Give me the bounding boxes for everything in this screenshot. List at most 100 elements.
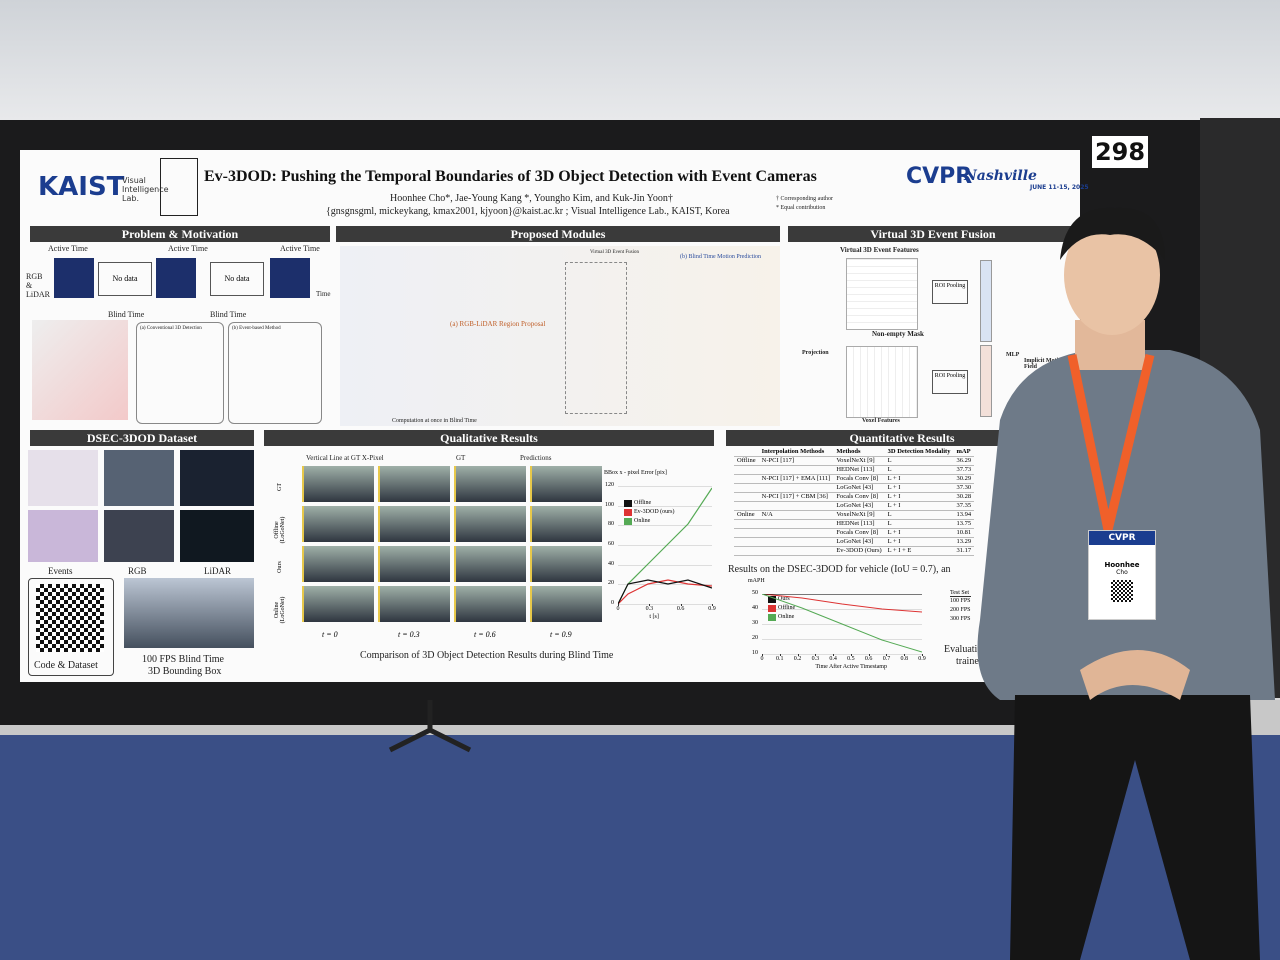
- cell: L + I: [884, 474, 954, 484]
- y-tick-label: 60: [608, 541, 614, 547]
- feature-stack: [980, 260, 992, 342]
- time-label: t = 0: [322, 630, 338, 639]
- header-row: Interpolation Methods Methods 3D Detection…: [734, 448, 975, 457]
- section-title: Quantitative Results: [726, 430, 1078, 446]
- x-tick-label: 0.3: [811, 656, 820, 662]
- frame: [454, 586, 526, 622]
- fps-table: Test Set 100 FPS 200 FPS 300 FPS: [950, 590, 971, 624]
- grid-line: [618, 486, 712, 487]
- grid-line: [618, 505, 712, 507]
- cell: 13.29: [953, 537, 975, 547]
- cell: [734, 546, 759, 556]
- conference-place: Nashville: [964, 168, 1037, 184]
- frame: [530, 506, 602, 542]
- tick: [712, 604, 713, 606]
- y-tick-label: 30: [752, 620, 758, 626]
- note: * Equal contribution: [776, 205, 826, 211]
- cell: [734, 492, 759, 502]
- grid-line: [762, 639, 922, 640]
- curves: [762, 594, 922, 653]
- label: (b) Event-based Method: [232, 326, 281, 331]
- lab-logo: [160, 158, 198, 216]
- frame: [530, 586, 602, 622]
- section-title: DSEC-3DOD Dataset: [30, 430, 254, 446]
- affiliation: {gnsgnsgml, mickeykang, kmax2001, kjyoon…: [326, 206, 730, 217]
- y-tick-label: 10: [752, 650, 758, 656]
- time-label: t = 0.9: [550, 630, 572, 639]
- row: Online N/A VoxelNeXt [9] L 13.94: [734, 510, 975, 520]
- header-cell: 3D Detection Modality: [884, 448, 954, 457]
- x-tick-label: 0.8: [900, 656, 908, 662]
- conference-date: JUNE 11-15, 2025: [1030, 184, 1089, 191]
- logo: KAIST: [38, 172, 125, 202]
- tick: [649, 604, 651, 606]
- sensor-image: [270, 258, 310, 298]
- cell: 13.94: [953, 510, 975, 520]
- frame: [454, 466, 526, 502]
- results-table: Interpolation Methods Methods 3D Detection…: [734, 448, 975, 556]
- cell: [758, 546, 834, 556]
- grid-figure: [846, 258, 918, 330]
- row: HEDNet [113] L 37.73: [734, 465, 975, 475]
- x-tick-label: 0.5: [847, 656, 855, 662]
- cell: 10.81: [953, 528, 975, 538]
- cell: Online: [734, 510, 759, 520]
- cell: [734, 537, 759, 547]
- row: HEDNet [113] L 13.75: [734, 519, 975, 529]
- x-tick-label: 0.9: [918, 656, 926, 662]
- label: LiDAR: [204, 566, 231, 576]
- label: Virtual 3D Event Features: [840, 246, 919, 254]
- cell: L: [884, 456, 954, 466]
- x-tick-label: 0: [760, 656, 764, 662]
- x-tick-label: 0.2: [793, 656, 802, 662]
- label: Non-empty Mask: [872, 330, 924, 338]
- x-tick-label: 0.7: [882, 656, 891, 662]
- row-label: GT: [277, 483, 283, 491]
- caption: Comparison of 3D Object Detection Result…: [360, 650, 614, 661]
- tick: [868, 654, 870, 656]
- row: LoGoNet [43] L + I 37.30: [734, 483, 975, 493]
- qr-frame: [28, 578, 114, 676]
- tick: [779, 654, 781, 656]
- cell: Ev-3DOD (Ours): [833, 546, 885, 556]
- label: Active Time: [48, 244, 88, 253]
- frame: [302, 506, 374, 542]
- cell: L + I + E: [884, 546, 954, 556]
- header-cell: Test Set: [950, 590, 971, 597]
- block: ROI Pooling: [932, 280, 968, 304]
- caption: 100 FPS Blind Time: [142, 654, 224, 665]
- cell: [734, 519, 759, 529]
- cell: 300 FPS: [950, 616, 971, 622]
- label: (b) Blind Time Motion Prediction: [680, 254, 762, 260]
- event-image: [28, 510, 98, 562]
- note: † Corresponding author: [776, 196, 833, 202]
- table: Interpolation Methods Methods 3D Detection…: [734, 448, 975, 556]
- frame: [454, 506, 526, 542]
- time-label: t = 0.3: [398, 630, 420, 639]
- badge: CVPR Hoonhee Cho: [1088, 530, 1156, 620]
- cell: [758, 528, 834, 538]
- cell: [758, 501, 834, 511]
- qualitative-grid: GT Offline (LoGoNet) Ours Online (LoGoNet) t…: [274, 466, 602, 639]
- authors: Hoonhee Cho*, Jae-Young Kang *, Youngho …: [390, 193, 673, 204]
- cell: 13.75: [953, 519, 975, 529]
- cell: [734, 483, 759, 493]
- row: LoGoNet [43] L + I 37.35: [734, 501, 975, 511]
- cell: [758, 483, 834, 493]
- section-title: Proposed Modules: [336, 226, 780, 242]
- cell: VoxelNeXt [9]: [833, 510, 885, 520]
- module-diagram: [340, 246, 780, 426]
- cell: HEDNet [113]: [833, 519, 885, 529]
- cell: L + I: [884, 537, 954, 547]
- cell: N-PCI [117]: [758, 456, 834, 466]
- cell: L: [884, 465, 954, 475]
- frame: [378, 466, 450, 502]
- grid-line: [618, 564, 712, 566]
- tick: [922, 654, 923, 656]
- caption: Results on the DSEC-3DOD for vehicle (Io…: [728, 564, 951, 575]
- cell: 37.73: [953, 465, 975, 475]
- rgb-image: [104, 450, 174, 506]
- cell: [758, 465, 834, 475]
- cell: [734, 474, 759, 484]
- row: Focals Conv [8] L + I 10.81: [734, 528, 975, 538]
